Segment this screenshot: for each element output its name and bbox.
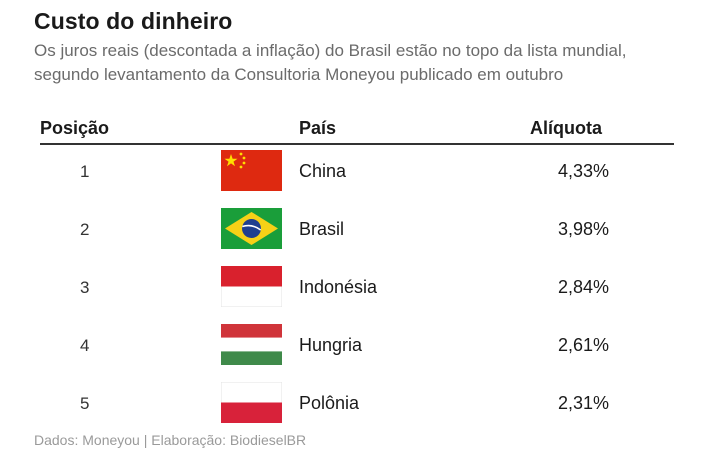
header-position: Posição (40, 118, 110, 138)
hungary-flag-icon (221, 324, 282, 365)
rate-cell: 4,33% (557, 161, 609, 181)
table-row: 1 China 4,33% (0, 150, 709, 194)
chart-title: Custo do dinheiro (34, 8, 233, 34)
rank-cell: 4 (80, 336, 90, 355)
table-row: 4 Hungria 2,61% (0, 324, 709, 368)
header-country: País (299, 118, 337, 138)
rate-cell: 2,31% (557, 393, 609, 413)
indonesia-flag-icon (220, 265, 283, 308)
brazil-flag-icon (221, 208, 282, 249)
header-rate: Alíquota (530, 118, 602, 138)
country-cell: Brasil (299, 219, 345, 239)
country-cell: China (299, 161, 347, 181)
rank-cell: 1 (80, 162, 90, 181)
table-row: 3 Indonésia 2,84% (0, 265, 709, 310)
rate-cell: 3,98% (557, 219, 609, 239)
table-row: 5 Polônia 2,31% (0, 381, 709, 426)
country-cell: Hungria (299, 335, 363, 355)
rank-cell: 3 (80, 278, 90, 297)
rank-cell: 5 (80, 394, 90, 413)
chart-subtitle: Os juros reais (descontada a inflação) d… (34, 41, 627, 84)
rank-cell: 2 (80, 220, 90, 239)
table-row: 2 Brasil 3,98% (0, 208, 709, 252)
rate-cell: 2,84% (557, 277, 609, 297)
country-cell: Polônia (299, 393, 360, 413)
poland-flag-icon (220, 381, 283, 424)
china-flag-icon (221, 150, 282, 191)
header-rule (40, 143, 674, 145)
source-note: Dados: Moneyou | Elaboração: BiodieselBR (34, 432, 307, 448)
rate-cell: 2,61% (557, 335, 609, 355)
country-cell: Indonésia (299, 277, 378, 297)
